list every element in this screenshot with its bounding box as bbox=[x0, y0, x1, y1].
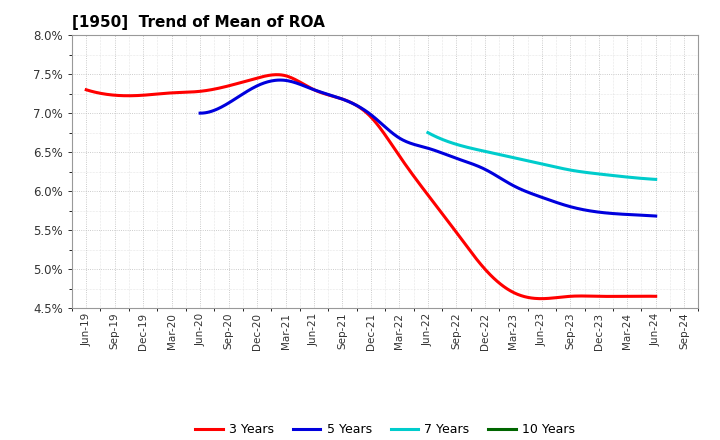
3 Years bbox=[354, 103, 362, 109]
7 Years bbox=[559, 166, 568, 171]
7 Years bbox=[532, 160, 541, 165]
5 Years bbox=[468, 161, 477, 166]
3 Years bbox=[551, 295, 559, 301]
3 Years bbox=[422, 190, 431, 195]
5 Years bbox=[642, 213, 650, 218]
7 Years bbox=[533, 160, 541, 165]
Text: [1950]  Trend of Mean of ROA: [1950] Trend of Mean of ROA bbox=[72, 15, 325, 30]
5 Years bbox=[196, 110, 204, 116]
7 Years bbox=[546, 163, 555, 169]
Line: 3 Years: 3 Years bbox=[86, 75, 656, 299]
3 Years bbox=[82, 87, 91, 92]
7 Years bbox=[611, 173, 619, 178]
5 Years bbox=[413, 143, 422, 148]
7 Years bbox=[423, 130, 432, 135]
Legend: 3 Years, 5 Years, 7 Years, 10 Years: 3 Years, 5 Years, 7 Years, 10 Years bbox=[191, 418, 580, 440]
5 Years bbox=[276, 77, 285, 83]
5 Years bbox=[416, 143, 425, 149]
3 Years bbox=[357, 106, 366, 111]
5 Years bbox=[444, 152, 452, 158]
3 Years bbox=[391, 147, 400, 153]
3 Years bbox=[272, 72, 281, 77]
5 Years bbox=[570, 205, 579, 210]
Line: 5 Years: 5 Years bbox=[200, 80, 656, 216]
7 Years bbox=[646, 176, 654, 182]
Line: 7 Years: 7 Years bbox=[428, 132, 656, 180]
3 Years bbox=[640, 293, 649, 299]
7 Years bbox=[652, 177, 660, 182]
3 Years bbox=[537, 296, 546, 301]
3 Years bbox=[652, 293, 660, 299]
5 Years bbox=[652, 213, 660, 219]
